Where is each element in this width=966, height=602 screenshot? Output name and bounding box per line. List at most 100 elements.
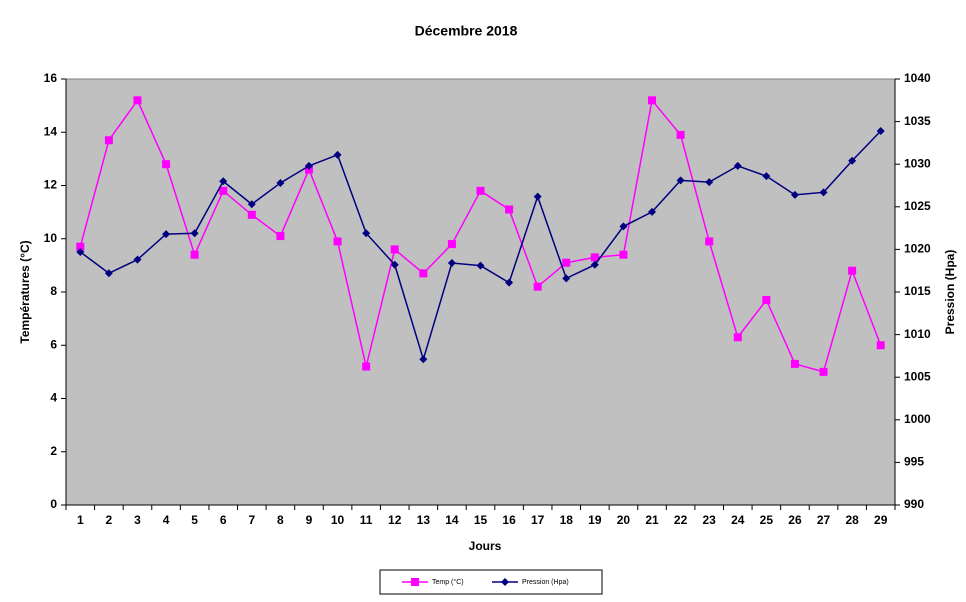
x-tick-label: 28 bbox=[845, 513, 859, 527]
data-point bbox=[876, 126, 885, 135]
x-tick-label: 20 bbox=[617, 513, 631, 527]
data-point bbox=[133, 96, 142, 105]
y-tick-label: 10 bbox=[44, 231, 58, 245]
y2-tick-label: 1015 bbox=[904, 284, 931, 298]
data-point bbox=[762, 295, 771, 304]
x-tick-label: 17 bbox=[531, 513, 545, 527]
y2-tick-label: 1025 bbox=[904, 199, 931, 213]
y-tick-label: 0 bbox=[50, 497, 57, 511]
data-point bbox=[333, 150, 342, 159]
data-point bbox=[876, 341, 885, 350]
data-point bbox=[819, 188, 828, 197]
data-point bbox=[190, 229, 199, 238]
x-tick-label: 12 bbox=[388, 513, 402, 527]
x-tick-label: 6 bbox=[220, 513, 227, 527]
y2-tick-label: 1000 bbox=[904, 412, 931, 426]
data-point bbox=[390, 260, 399, 269]
data-point bbox=[848, 156, 857, 165]
data-point bbox=[762, 172, 771, 181]
data-point bbox=[505, 278, 514, 287]
x-tick-label: 11 bbox=[360, 513, 373, 527]
x-tick-label: 24 bbox=[731, 513, 745, 527]
data-point bbox=[476, 186, 485, 195]
y2-tick-label: 990 bbox=[904, 497, 924, 511]
data-point bbox=[333, 237, 342, 246]
x-tick-label: 5 bbox=[191, 513, 198, 527]
data-point bbox=[562, 274, 571, 283]
y2-tick-label: 1035 bbox=[904, 114, 931, 128]
data-point bbox=[705, 178, 714, 187]
y2-tick-label: 995 bbox=[904, 455, 924, 469]
x-tick-label: 3 bbox=[134, 513, 141, 527]
x-tick-label: 8 bbox=[277, 513, 284, 527]
data-point bbox=[819, 367, 828, 376]
data-point bbox=[162, 230, 171, 239]
data-point bbox=[276, 232, 285, 241]
data-point bbox=[76, 247, 85, 256]
x-tick-label: 15 bbox=[474, 513, 488, 527]
y-tick-label: 14 bbox=[44, 124, 58, 138]
data-point bbox=[219, 177, 228, 186]
x-axis-title: Jours bbox=[469, 539, 502, 553]
data-point bbox=[619, 250, 628, 259]
x-tick-label: 7 bbox=[248, 513, 255, 527]
data-point bbox=[533, 282, 542, 291]
data-point bbox=[362, 229, 371, 238]
data-point bbox=[590, 260, 599, 269]
x-tick-label: 22 bbox=[674, 513, 688, 527]
y2-tick-label: 1010 bbox=[904, 327, 931, 341]
y-axis-title: Températures (°C) bbox=[18, 240, 32, 343]
y-tick-label: 2 bbox=[50, 444, 57, 458]
y-tick-label: 16 bbox=[44, 71, 58, 85]
data-point bbox=[562, 258, 571, 267]
x-tick-label: 25 bbox=[760, 513, 774, 527]
x-tick-label: 13 bbox=[417, 513, 431, 527]
data-point bbox=[247, 210, 256, 219]
x-tick-label: 14 bbox=[445, 513, 459, 527]
y2-axis-title: Pression (Hpa) bbox=[943, 250, 957, 335]
legend-label: Pression (Hpa) bbox=[522, 579, 569, 586]
data-point bbox=[848, 266, 857, 275]
data-point bbox=[133, 255, 142, 264]
x-tick-label: 9 bbox=[306, 513, 313, 527]
data-point bbox=[162, 160, 171, 169]
legend-marker bbox=[501, 578, 509, 586]
data-point bbox=[790, 190, 799, 199]
data-point bbox=[790, 359, 799, 368]
data-point bbox=[276, 178, 285, 187]
y2-tick-label: 1030 bbox=[904, 156, 931, 170]
legend-label: Temp (°C) bbox=[432, 578, 464, 586]
data-point bbox=[190, 250, 199, 259]
x-tick-label: 23 bbox=[703, 513, 717, 527]
x-tick-label: 18 bbox=[560, 513, 574, 527]
x-tick-label: 19 bbox=[588, 513, 602, 527]
data-point bbox=[104, 136, 113, 145]
data-point bbox=[304, 161, 313, 170]
data-point bbox=[476, 261, 485, 270]
y2-tick-label: 1020 bbox=[904, 242, 931, 256]
data-point bbox=[705, 237, 714, 246]
x-tick-label: 29 bbox=[874, 513, 888, 527]
data-point bbox=[533, 192, 542, 201]
chart-title: Décembre 2018 bbox=[415, 23, 518, 39]
data-point bbox=[733, 161, 742, 170]
legend-marker bbox=[411, 578, 419, 586]
data-point bbox=[648, 96, 657, 105]
x-tick-label: 16 bbox=[502, 513, 516, 527]
data-point bbox=[419, 269, 428, 278]
data-point bbox=[219, 186, 228, 195]
data-point bbox=[447, 240, 456, 249]
data-point bbox=[676, 176, 685, 185]
y-tick-label: 12 bbox=[44, 178, 58, 192]
data-point bbox=[733, 333, 742, 342]
y2-tick-label: 1005 bbox=[904, 369, 931, 383]
data-point bbox=[104, 269, 113, 278]
x-tick-label: 2 bbox=[106, 513, 113, 527]
data-point bbox=[247, 200, 256, 209]
data-point bbox=[362, 362, 371, 371]
data-point bbox=[76, 242, 85, 251]
x-tick-label: 1 bbox=[77, 513, 84, 527]
y-tick-label: 4 bbox=[50, 391, 57, 405]
